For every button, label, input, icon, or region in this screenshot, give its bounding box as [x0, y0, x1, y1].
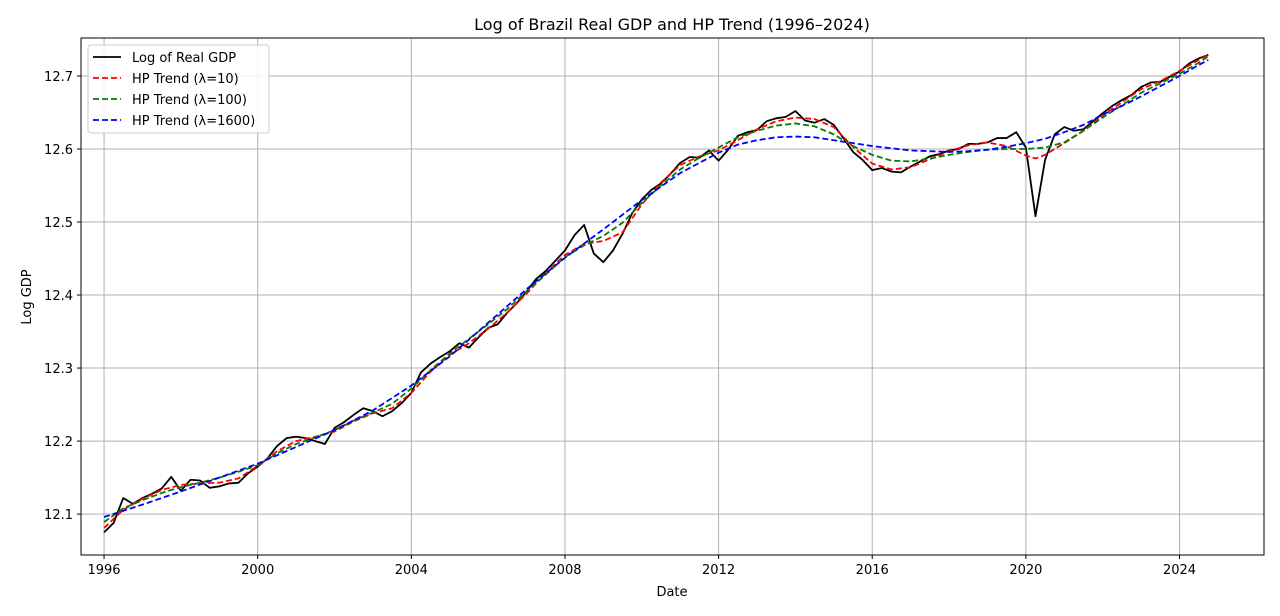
- y-tick-label: 12.6: [44, 143, 73, 158]
- chart-title: Log of Brazil Real GDP and HP Trend (199…: [474, 15, 870, 34]
- series-line-hp-trend-1600: [103, 59, 1209, 518]
- x-tick-label: 1996: [87, 563, 120, 578]
- y-tick-label: 12.1: [44, 508, 73, 523]
- grid: [81, 38, 1264, 555]
- y-tick-label: 12.3: [44, 362, 73, 377]
- x-tick-label: 2008: [548, 563, 581, 578]
- legend: Log of Real GDP HP Trend (λ=10) HP Trend (…: [87, 44, 270, 134]
- y-axis: 12.1 12.2 12.3 12.4 12.5 12.6 12.7: [44, 70, 81, 523]
- series-line-log-of-real-gdp: [103, 53, 1209, 534]
- series-line-hp-trend-10: [103, 54, 1209, 529]
- series-layer: [103, 53, 1209, 534]
- x-axis-title: Date: [656, 585, 687, 600]
- x-tick-label: 2004: [395, 563, 428, 578]
- series-line-hp-trend-100: [103, 55, 1209, 523]
- legend-box: [87, 44, 270, 134]
- y-tick-label: 12.5: [44, 216, 73, 231]
- x-tick-label: 2020: [1009, 563, 1042, 578]
- x-axis: 1996 2000 2004 2008 2012 2016 2020 2024: [87, 555, 1196, 578]
- y-axis-title: Log GDP: [20, 269, 35, 324]
- legend-label: HP Trend (λ=1600): [132, 114, 255, 129]
- x-tick-label: 2012: [702, 563, 735, 578]
- x-tick-label: 2024: [1163, 563, 1196, 578]
- x-tick-label: 2000: [241, 563, 274, 578]
- plot-frame: [80, 37, 1265, 556]
- y-tick-label: 12.7: [44, 70, 73, 85]
- y-tick-label: 12.2: [44, 435, 73, 450]
- legend-label: HP Trend (λ=10): [132, 72, 239, 87]
- y-tick-label: 12.4: [44, 289, 73, 304]
- legend-label: Log of Real GDP: [132, 51, 236, 66]
- legend-label: HP Trend (λ=100): [132, 93, 247, 108]
- x-tick-label: 2016: [856, 563, 889, 578]
